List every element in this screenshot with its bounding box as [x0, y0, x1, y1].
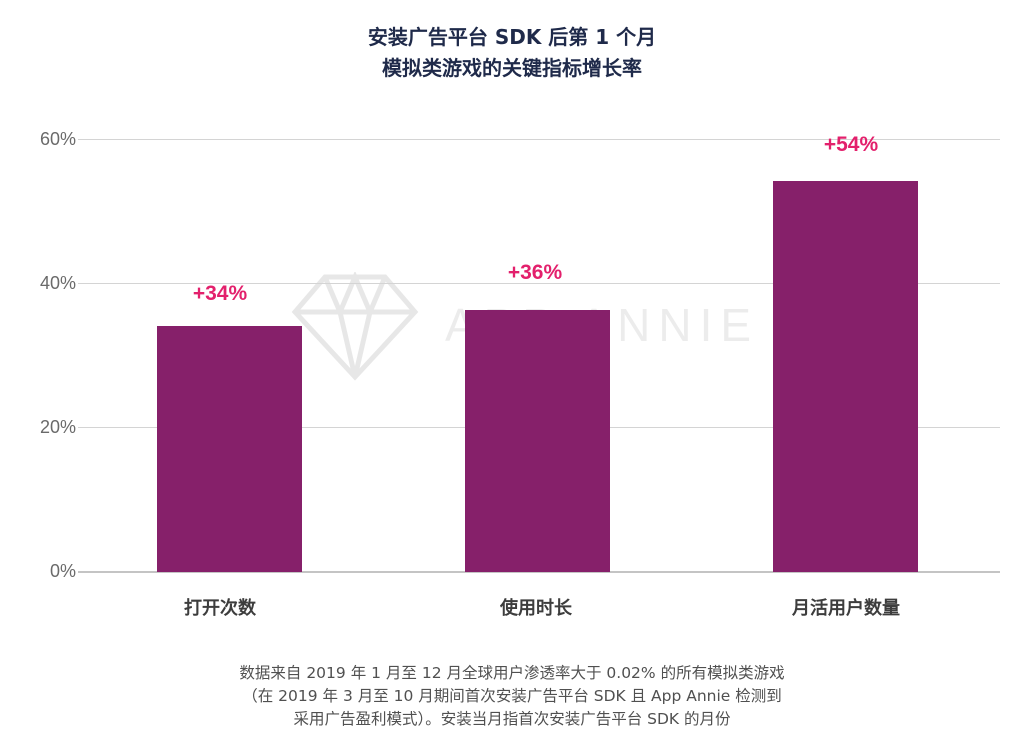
bar-usage-time [465, 310, 610, 572]
footnote-line-2: （在 2019 年 3 月至 10 月期间首次安装广告平台 SDK 且 App … [242, 687, 782, 705]
gridline-40 [78, 283, 1000, 284]
gridline-60 [78, 139, 1000, 140]
x-axis-baseline [78, 571, 1000, 573]
y-tick-20: 20% [39, 417, 76, 437]
value-label-open-count: +34% [192, 282, 248, 305]
value-label-mau: +54% [823, 133, 879, 156]
y-tick-60: 60% [39, 129, 76, 149]
diamond-logo-icon [291, 272, 419, 381]
x-label-usage-time: 使用时长 [500, 598, 572, 619]
chart-title-line-2: 模拟类游戏的关键指标增长率 [382, 56, 642, 80]
y-tick-40: 40% [39, 273, 76, 293]
x-label-open-count: 打开次数 [184, 598, 256, 619]
value-label-usage-time: +36% [507, 261, 563, 284]
bar-open-count [157, 326, 302, 572]
bar-mau [773, 181, 918, 572]
y-tick-0: 0% [49, 561, 76, 581]
x-label-mau: 月活用户数量 [792, 598, 900, 619]
footnote-line-3: 采用广告盈利模式）。安装当月指首次安装广告平台 SDK 的月份 [293, 710, 731, 728]
chart-title-line-1: 安装广告平台 SDK 后第 1 个月 [367, 25, 657, 49]
footnote-line-1: 数据来自 2019 年 1 月至 12 月全球用户渗透率大于 0.02% 的所有… [239, 664, 785, 682]
